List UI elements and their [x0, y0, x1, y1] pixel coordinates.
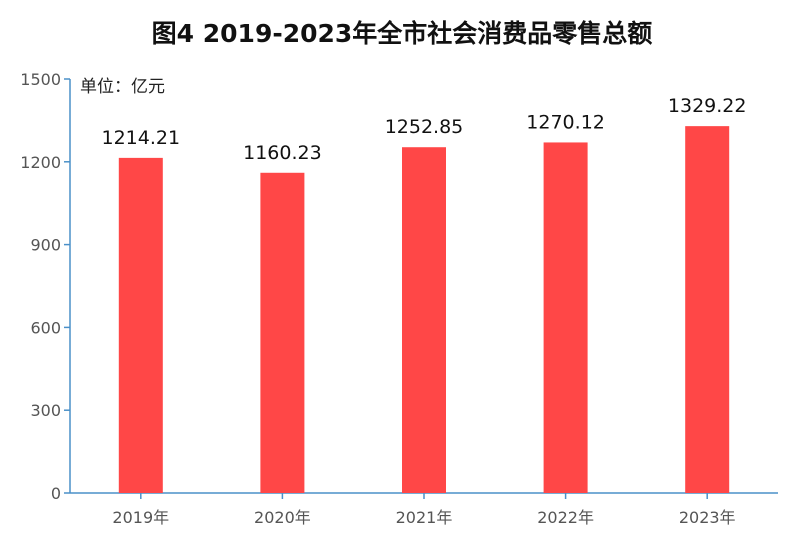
bar-value-label: 1329.22 [668, 95, 747, 117]
x-tick-label: 2023年 [679, 508, 736, 527]
x-tick-label: 2022年 [537, 508, 594, 527]
y-tick-label: 0 [51, 484, 61, 503]
bar-value-label: 1270.12 [526, 111, 605, 133]
bar [543, 142, 588, 493]
bar [260, 172, 305, 493]
y-tick-label: 900 [30, 236, 61, 255]
bar [685, 126, 730, 493]
x-tick-label: 2020年 [254, 508, 311, 527]
bar-value-label: 1252.85 [385, 116, 464, 138]
x-tick-label: 2021年 [396, 508, 453, 527]
bar [118, 157, 163, 493]
x-tick-label: 2019年 [112, 508, 169, 527]
bar [402, 147, 446, 494]
bar-value-label: 1160.23 [243, 142, 322, 164]
y-tick-label: 1500 [20, 70, 61, 89]
y-tick-label: 300 [30, 401, 61, 420]
y-tick-label: 600 [30, 318, 61, 337]
chart-title: 图4 2019-2023年全市社会消费品零售总额 [151, 19, 653, 48]
y-tick-label: 1200 [20, 153, 61, 172]
bar-value-label: 1214.21 [102, 127, 181, 149]
unit-label: 单位：亿元 [80, 77, 165, 97]
